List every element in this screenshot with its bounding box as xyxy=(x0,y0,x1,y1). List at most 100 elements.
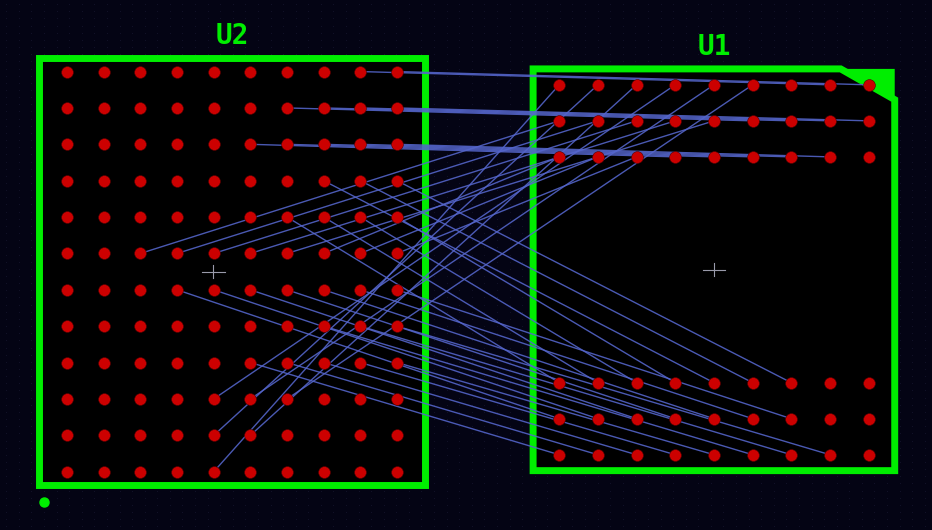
Point xyxy=(24,121,39,130)
Point xyxy=(615,429,630,438)
Point xyxy=(427,293,442,302)
Point xyxy=(603,408,618,416)
Point xyxy=(553,193,568,201)
Point xyxy=(578,57,593,66)
Point xyxy=(301,143,316,152)
Point xyxy=(150,522,165,530)
Point xyxy=(816,172,831,180)
Point xyxy=(402,450,417,459)
Point xyxy=(162,329,177,338)
Point xyxy=(829,78,844,87)
Point xyxy=(477,14,492,23)
Point xyxy=(716,121,731,130)
Point xyxy=(276,215,291,223)
Point xyxy=(36,487,51,495)
Point xyxy=(691,358,706,366)
Point xyxy=(489,243,504,252)
Point xyxy=(603,207,618,216)
Bar xyxy=(39,58,425,485)
Point xyxy=(100,472,115,481)
Point xyxy=(150,29,165,37)
Point xyxy=(301,508,316,516)
Point xyxy=(653,36,668,44)
Point xyxy=(855,286,870,295)
Point xyxy=(389,107,404,116)
Point xyxy=(816,343,831,352)
Point xyxy=(716,272,731,280)
Point xyxy=(514,258,529,266)
Point xyxy=(175,365,190,373)
Point xyxy=(301,286,316,295)
Point xyxy=(464,415,479,423)
Point xyxy=(276,444,291,452)
Point xyxy=(276,429,291,438)
Point xyxy=(855,264,870,273)
Point xyxy=(665,236,680,244)
Point xyxy=(590,150,605,158)
Point xyxy=(427,200,442,209)
Point xyxy=(691,307,706,316)
Point xyxy=(489,350,504,359)
Point xyxy=(804,479,819,488)
Point xyxy=(829,301,844,309)
Point xyxy=(251,293,266,302)
Point xyxy=(87,114,102,123)
Point xyxy=(816,272,831,280)
Point xyxy=(502,307,517,316)
Point xyxy=(87,415,102,423)
Point xyxy=(766,64,781,73)
Point xyxy=(590,222,605,230)
Point xyxy=(804,408,819,416)
Point xyxy=(427,86,442,94)
Point xyxy=(125,172,140,180)
Point xyxy=(125,215,140,223)
Point xyxy=(489,86,504,94)
Point xyxy=(313,286,328,295)
Point xyxy=(603,107,618,116)
Point xyxy=(754,329,769,338)
Point xyxy=(502,372,517,381)
Point xyxy=(640,172,655,180)
Point xyxy=(653,436,668,445)
Point xyxy=(427,193,442,201)
Point xyxy=(326,143,341,152)
Point xyxy=(905,487,920,495)
Point xyxy=(439,415,454,423)
Point xyxy=(766,422,781,430)
Point xyxy=(226,508,240,516)
Point xyxy=(452,64,467,73)
Point xyxy=(377,301,391,309)
Point xyxy=(704,493,719,502)
Point xyxy=(791,236,806,244)
Point xyxy=(112,164,127,173)
Point xyxy=(741,336,756,344)
Point xyxy=(175,322,190,330)
Point xyxy=(603,293,618,302)
Point xyxy=(741,222,756,230)
Point xyxy=(603,150,618,158)
Point xyxy=(377,508,391,516)
Point xyxy=(741,129,756,137)
Point xyxy=(691,121,706,130)
Point xyxy=(741,415,756,423)
Point xyxy=(276,436,291,445)
Point xyxy=(326,336,341,344)
Point xyxy=(665,121,680,130)
Point xyxy=(150,286,165,295)
Point xyxy=(791,322,806,330)
Point xyxy=(829,515,844,524)
Point xyxy=(741,365,756,373)
Point xyxy=(11,286,26,295)
Point xyxy=(301,57,316,66)
Point xyxy=(905,458,920,466)
Point xyxy=(829,429,844,438)
Point xyxy=(528,415,542,423)
Point xyxy=(200,186,215,195)
Point xyxy=(326,250,341,259)
Point xyxy=(11,336,26,344)
Point xyxy=(779,393,794,402)
Point xyxy=(125,379,140,387)
Point xyxy=(553,150,568,158)
Point xyxy=(187,129,202,137)
Point xyxy=(49,358,64,366)
